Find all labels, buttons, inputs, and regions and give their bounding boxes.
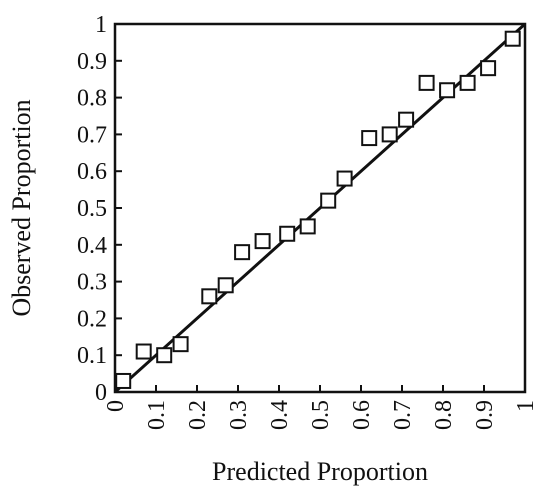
x-tick-label: 0.3 [226,400,252,430]
reference-diagonal-line [113,22,527,394]
data-point-square [504,30,521,47]
x-tick-label: 1 [513,400,539,412]
y-tick-label: 0.5 [77,196,107,222]
data-point-square [172,336,189,353]
data-points [115,30,521,389]
y-tick-label: 0 [95,380,107,406]
plot-frame [113,22,527,394]
y-tick-label: 0.6 [77,159,107,185]
data-point-square [115,372,132,389]
y-axis-label: Observed Proportion [7,99,36,316]
y-tick-label: 0.8 [77,86,107,112]
x-tick-label: 0 [103,400,129,412]
x-tick-label: 0.6 [349,400,375,430]
x-tick-label: 0.7 [390,400,416,430]
data-point-square [254,233,271,250]
data-point-square [299,218,316,235]
data-point-square [459,74,476,91]
y-tick-label: 0.3 [77,270,107,296]
x-tick-label: 0.4 [267,400,293,430]
data-point-square [381,126,398,143]
x-tick-label: 0.2 [185,400,211,430]
data-point-square [336,170,353,187]
data-point-square [439,82,456,99]
y-tick-label: 0.7 [77,122,107,148]
data-point-square [217,277,234,294]
y-tick-label: 0.2 [77,306,107,332]
x-tick-label: 0.9 [472,400,498,430]
y-tick-label: 0.1 [77,343,107,369]
data-point-square [320,192,337,209]
x-tick-label: 0.8 [431,400,457,430]
data-point-square [418,74,435,91]
data-point-square [201,288,218,305]
y-tick-label: 1 [95,12,107,38]
data-point-square [135,343,152,360]
x-tick-label: 0.1 [144,400,170,430]
y-tick-label: 0.4 [77,233,107,259]
data-point-square [361,130,378,147]
x-axis-label: Predicted Proportion [212,457,428,486]
data-point-square [156,347,173,364]
data-point-square [234,244,251,261]
data-point-square [480,60,497,77]
data-point-square [398,111,415,128]
data-point-square [279,225,296,242]
y-tick-label: 0.9 [77,49,107,75]
x-tick-label: 0.5 [308,400,334,430]
